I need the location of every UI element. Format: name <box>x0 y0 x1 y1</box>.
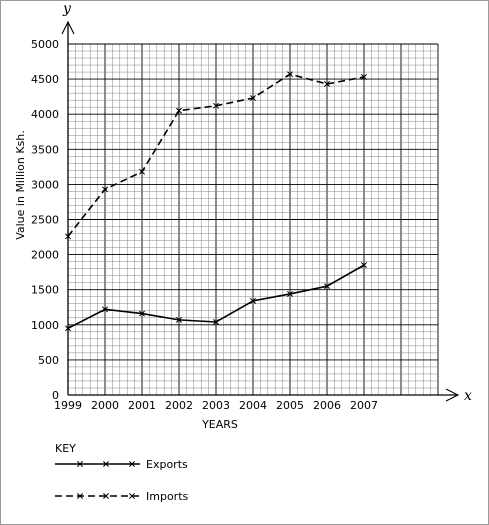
data-point-imports <box>65 233 71 240</box>
series-imports <box>65 71 367 240</box>
y-tick-label: 2000 <box>31 249 59 262</box>
y-axis-label: Value in Million Ksh. <box>14 130 27 240</box>
x-axis-letter: x <box>464 388 472 404</box>
legend-marker <box>129 493 135 499</box>
y-tick-label: 500 <box>38 354 59 367</box>
legend-item-imports <box>55 493 140 499</box>
data-point-exports <box>65 325 71 332</box>
y-axis-arrow <box>61 20 75 35</box>
series-exports <box>65 262 367 332</box>
data-point-exports <box>213 319 219 325</box>
y-tick-label: 4000 <box>31 108 59 121</box>
legend: KEY Exports Imports <box>55 442 189 503</box>
legend-marker <box>77 493 83 499</box>
y-axis-letter: y <box>62 1 72 17</box>
legend-label-imports: Imports <box>146 490 189 503</box>
chart-grid <box>67 43 439 396</box>
legend-marker <box>103 493 109 499</box>
y-tick-labels: 0 500 1000 1500 2000 2500 3000 3500 4000 4500 5000 <box>31 38 59 402</box>
y-tick-label: 1500 <box>31 284 59 297</box>
x-tick-labels: 1999 2000 2001 2002 2003 2004 2005 2006 2007 <box>54 399 378 412</box>
x-axis-label: YEARS <box>201 418 238 431</box>
y-tick-label: 4500 <box>31 73 59 86</box>
data-point-exports <box>361 262 367 269</box>
legend-title: KEY <box>55 442 76 455</box>
data-point-exports <box>102 306 108 313</box>
data-point-exports <box>250 297 256 304</box>
data-point-imports <box>139 168 145 175</box>
data-point-imports <box>324 81 330 87</box>
x-tick-label: 2000 <box>91 399 119 412</box>
legend-marker <box>103 461 109 467</box>
x-tick-label: 2001 <box>128 399 156 412</box>
data-point-imports <box>176 107 182 114</box>
data-point-imports <box>361 74 367 80</box>
y-tick-label: 3000 <box>31 178 59 191</box>
x-axis-arrow <box>445 388 460 402</box>
x-tick-label: 2006 <box>313 399 341 412</box>
data-point-imports <box>250 95 256 102</box>
legend-item-exports <box>55 461 140 467</box>
y-tick-label: 3500 <box>31 143 59 156</box>
data-point-exports <box>287 290 293 297</box>
data-point-exports <box>139 310 145 317</box>
data-point-imports <box>287 71 293 78</box>
y-tick-label: 5000 <box>31 38 59 51</box>
x-tick-label: 2003 <box>202 399 230 412</box>
legend-marker <box>77 461 83 467</box>
x-tick-label: 2005 <box>276 399 304 412</box>
x-tick-label: 2007 <box>350 399 378 412</box>
chart-series <box>65 71 367 332</box>
legend-label-exports: Exports <box>146 458 188 471</box>
chart-axes <box>61 20 460 402</box>
data-point-imports <box>102 186 108 193</box>
data-point-exports <box>176 316 182 323</box>
x-tick-label: 2004 <box>239 399 267 412</box>
legend-marker <box>129 461 135 467</box>
data-point-exports <box>324 283 330 290</box>
x-tick-label: 2002 <box>165 399 193 412</box>
data-point-imports <box>213 102 219 109</box>
y-tick-label: 1000 <box>31 319 59 332</box>
y-tick-label: 0 <box>52 389 59 402</box>
x-tick-label: 1999 <box>54 399 82 412</box>
y-tick-label: 2500 <box>31 214 59 227</box>
